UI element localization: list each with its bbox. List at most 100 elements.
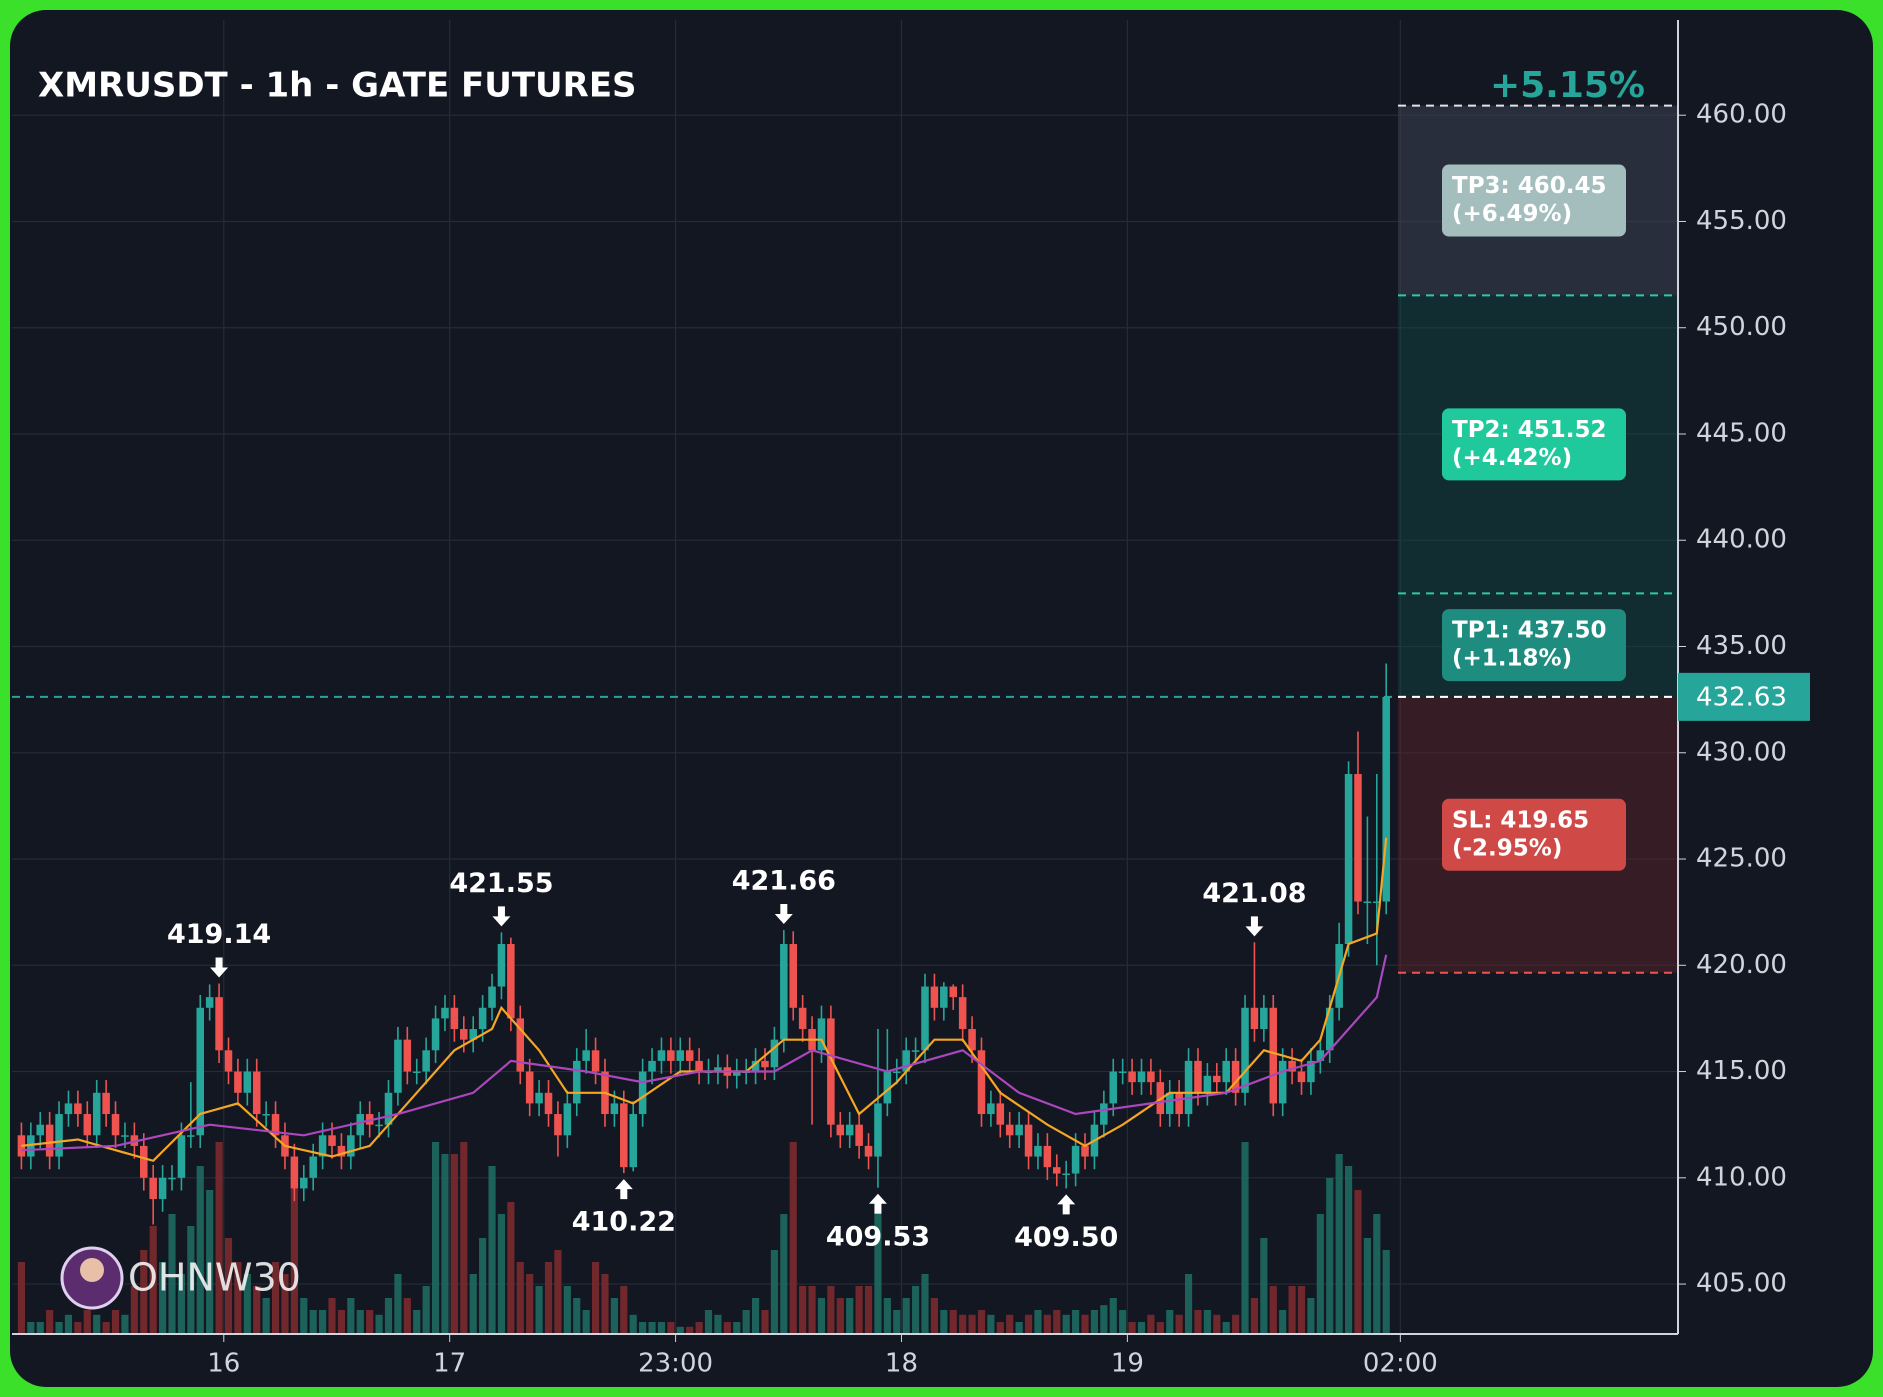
volume-bar (1147, 1314, 1155, 1334)
volume-bar (1344, 1166, 1353, 1334)
volume-bar (1166, 1310, 1174, 1334)
volume-bar (855, 1286, 863, 1334)
candle-body (1222, 1060, 1230, 1083)
volume-bar (582, 1310, 590, 1334)
candle-body (1382, 696, 1390, 902)
candle-body (431, 1018, 440, 1051)
candle-body (1024, 1124, 1033, 1157)
candle-body (158, 1177, 167, 1200)
volume-bar (403, 1298, 411, 1334)
candle-body (1165, 1092, 1174, 1115)
candle-body (667, 1050, 675, 1061)
candle-body (469, 1029, 477, 1040)
volume-bar (224, 1238, 233, 1334)
volume-bar (714, 1314, 722, 1334)
candle-body (328, 1135, 336, 1146)
volume-bar (648, 1322, 656, 1334)
candle-body (205, 997, 214, 1008)
candle-body (958, 997, 967, 1030)
candle-body (1344, 774, 1353, 945)
volume-bar (977, 1310, 986, 1334)
extreme-arrow (210, 957, 229, 978)
volume-bar (1175, 1314, 1183, 1334)
y-tick-label: 405.00 (1696, 1269, 1787, 1299)
candle-body (1269, 1007, 1278, 1104)
volume-bar (36, 1322, 44, 1334)
candle-body (1081, 1145, 1089, 1157)
candle-body (1297, 1071, 1306, 1083)
candle-body (582, 1050, 590, 1061)
candle-body (893, 1071, 901, 1074)
volume-bar (1222, 1322, 1230, 1334)
candle-body (544, 1092, 553, 1115)
volume-bar (441, 1154, 449, 1334)
volume-bar (1382, 1250, 1390, 1334)
candle-body (572, 1060, 581, 1104)
candle-body (1363, 901, 1372, 904)
avatar-face (80, 1258, 104, 1282)
volume-bar (1316, 1214, 1324, 1334)
candle-body (638, 1071, 647, 1115)
extreme-arrow (774, 904, 793, 925)
candle-body (516, 1018, 525, 1072)
candle-body (1354, 774, 1362, 902)
candle-body (337, 1145, 346, 1157)
candle-body (441, 1007, 449, 1019)
volume-bar (1156, 1322, 1164, 1334)
candle-body (554, 1114, 562, 1136)
volume-bar (93, 1314, 101, 1334)
candle-body (121, 1135, 129, 1137)
volume-bar (1024, 1314, 1033, 1334)
volume-bar (1128, 1322, 1136, 1334)
candle-body (1260, 1007, 1268, 1030)
candle-body (836, 1124, 845, 1136)
candle-body (864, 1145, 873, 1157)
candle-body (252, 1071, 261, 1115)
candle-body (234, 1071, 242, 1093)
price-tag-label: 432.63 (1696, 682, 1787, 712)
volume-bar (733, 1322, 741, 1334)
extreme-label: 409.50 (1014, 1222, 1118, 1253)
volume-bar (356, 1310, 364, 1334)
volume-bar (187, 1226, 195, 1334)
candle-body (1034, 1145, 1042, 1157)
volume-bar (1034, 1310, 1042, 1334)
volume-bar (111, 1310, 120, 1334)
volume-bar (1109, 1298, 1117, 1334)
candle-body (563, 1103, 572, 1136)
change-label: +5.15% (1490, 65, 1645, 106)
candle-body (714, 1067, 722, 1072)
target-box (1442, 164, 1626, 237)
x-tick-label: 02:00 (1363, 1349, 1438, 1379)
extreme-label: 410.22 (572, 1207, 676, 1238)
target-name: TP2: 451.52 (1452, 417, 1607, 443)
volume-bar (196, 1166, 204, 1334)
volume-bar (620, 1286, 628, 1334)
volume-bar (1100, 1305, 1108, 1334)
candle-body (827, 1018, 835, 1125)
candle-body (347, 1135, 355, 1157)
candle-body (422, 1050, 430, 1072)
extreme-label: 419.14 (167, 919, 271, 950)
candle-body (902, 1050, 910, 1072)
volume-bar (83, 1310, 91, 1334)
volume-bar (55, 1322, 63, 1334)
volume-bar (27, 1322, 35, 1334)
volume-bar (526, 1274, 534, 1334)
volume-bar (253, 1286, 261, 1334)
volume-bar (874, 1214, 882, 1334)
volume-bar (836, 1298, 844, 1334)
volume-bar (563, 1286, 571, 1334)
target-change: (+4.42%) (1452, 445, 1572, 471)
volume-bar (883, 1298, 891, 1334)
volume-bar (1297, 1286, 1306, 1334)
volume-bar (394, 1274, 402, 1334)
x-tick-label: 16 (207, 1349, 240, 1379)
volume-bar (431, 1142, 440, 1334)
y-tick-label: 450.00 (1696, 312, 1787, 342)
candle-body (610, 1103, 619, 1115)
candle-body (789, 944, 797, 1008)
candle-body (1241, 1007, 1249, 1093)
volume-bar (761, 1310, 769, 1334)
